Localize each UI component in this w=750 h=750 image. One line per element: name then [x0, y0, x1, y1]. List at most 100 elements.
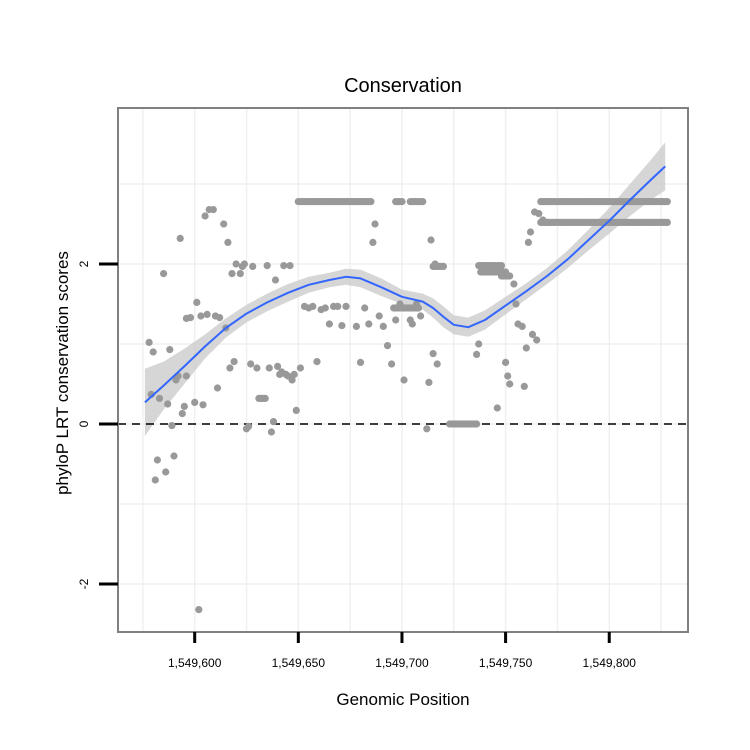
data-point [253, 364, 261, 372]
data-point [240, 260, 248, 268]
data-point [502, 358, 510, 366]
data-point [201, 212, 209, 220]
data-point [160, 270, 168, 278]
data-point [352, 322, 360, 330]
data-point [510, 280, 518, 288]
data-point [263, 262, 271, 270]
data-point [249, 262, 257, 270]
data-point [522, 344, 530, 352]
data-point [176, 234, 184, 242]
chart-title: Conservation [344, 75, 462, 97]
data-point [288, 376, 296, 384]
data-point [526, 228, 535, 236]
data-point [429, 350, 437, 358]
confidence-ribbon [144, 142, 666, 436]
data-point [417, 312, 425, 320]
data-point [427, 236, 435, 244]
data-point [220, 220, 228, 228]
data-point [261, 394, 269, 402]
data-point [226, 364, 234, 372]
data-point [493, 404, 501, 412]
data-point [367, 198, 375, 206]
data-point [342, 302, 350, 310]
data-point [383, 342, 392, 350]
x-tick-label: 1,549,650 [272, 656, 326, 670]
data-point [433, 360, 441, 368]
data-point [292, 406, 300, 414]
data-point [400, 376, 408, 384]
data-point [369, 238, 377, 246]
data-point [663, 218, 671, 226]
data-point [473, 420, 481, 428]
x-tick-label: 1,549,700 [375, 656, 429, 670]
data-point [151, 476, 159, 484]
data-points [145, 198, 671, 614]
data-point [535, 210, 543, 218]
smooth-line-layer [144, 165, 666, 404]
confidence-ribbon-layer [144, 142, 666, 436]
data-point [475, 340, 483, 348]
smooth-line [144, 165, 666, 404]
data-point [419, 198, 427, 206]
data-point [520, 382, 528, 390]
data-point [166, 346, 174, 354]
data-point [439, 262, 447, 270]
data-point [414, 304, 423, 312]
x-tick-label: 1,549,800 [583, 656, 637, 670]
data-point [334, 302, 342, 310]
data-point [209, 206, 217, 214]
data-point [506, 380, 514, 388]
data-point [199, 401, 207, 409]
data-point [356, 358, 365, 366]
data-point [224, 238, 232, 246]
data-point [145, 338, 153, 346]
data-point [193, 298, 201, 306]
data-point [168, 422, 176, 430]
grid-lines [118, 108, 688, 632]
data-point [365, 320, 373, 328]
data-point [280, 262, 288, 270]
data-point [274, 362, 282, 370]
data-point [497, 262, 506, 270]
data-point [325, 320, 333, 328]
data-point [533, 336, 541, 344]
data-point [371, 220, 379, 228]
x-axis: 1,549,600 1,549,650 1,549,700 1,549,750 1,54… [168, 632, 636, 670]
data-point [178, 410, 186, 418]
data-point [286, 262, 294, 270]
y-axis: -2 0 2 [77, 260, 118, 589]
data-point [191, 398, 199, 406]
data-point [232, 260, 240, 268]
data-point [392, 316, 400, 324]
data-point [182, 372, 190, 380]
y-axis-label: phyloP LRT conservation scores [53, 251, 72, 495]
data-point [228, 270, 236, 278]
data-point [271, 276, 280, 284]
data-point [195, 606, 203, 614]
x-axis-label: Genomic Position [336, 690, 469, 709]
data-point [162, 468, 170, 476]
data-point [230, 358, 238, 366]
data-point [524, 238, 533, 246]
data-point [338, 322, 346, 330]
data-point [423, 425, 431, 433]
data-point [663, 198, 671, 206]
data-point [269, 418, 278, 426]
data-point [247, 360, 255, 368]
x-tick-label: 1,549,750 [479, 656, 533, 670]
data-point [236, 270, 244, 278]
data-point [213, 384, 222, 392]
data-point [155, 394, 164, 402]
data-point [528, 330, 537, 338]
panel-border [117, 107, 689, 633]
data-point [170, 452, 178, 460]
data-point [267, 428, 275, 436]
data-point [506, 272, 514, 280]
data-point [388, 360, 396, 368]
data-point [296, 364, 304, 372]
data-point [309, 302, 317, 310]
data-point [398, 198, 406, 206]
data-point [180, 402, 188, 410]
data-point [518, 322, 526, 330]
